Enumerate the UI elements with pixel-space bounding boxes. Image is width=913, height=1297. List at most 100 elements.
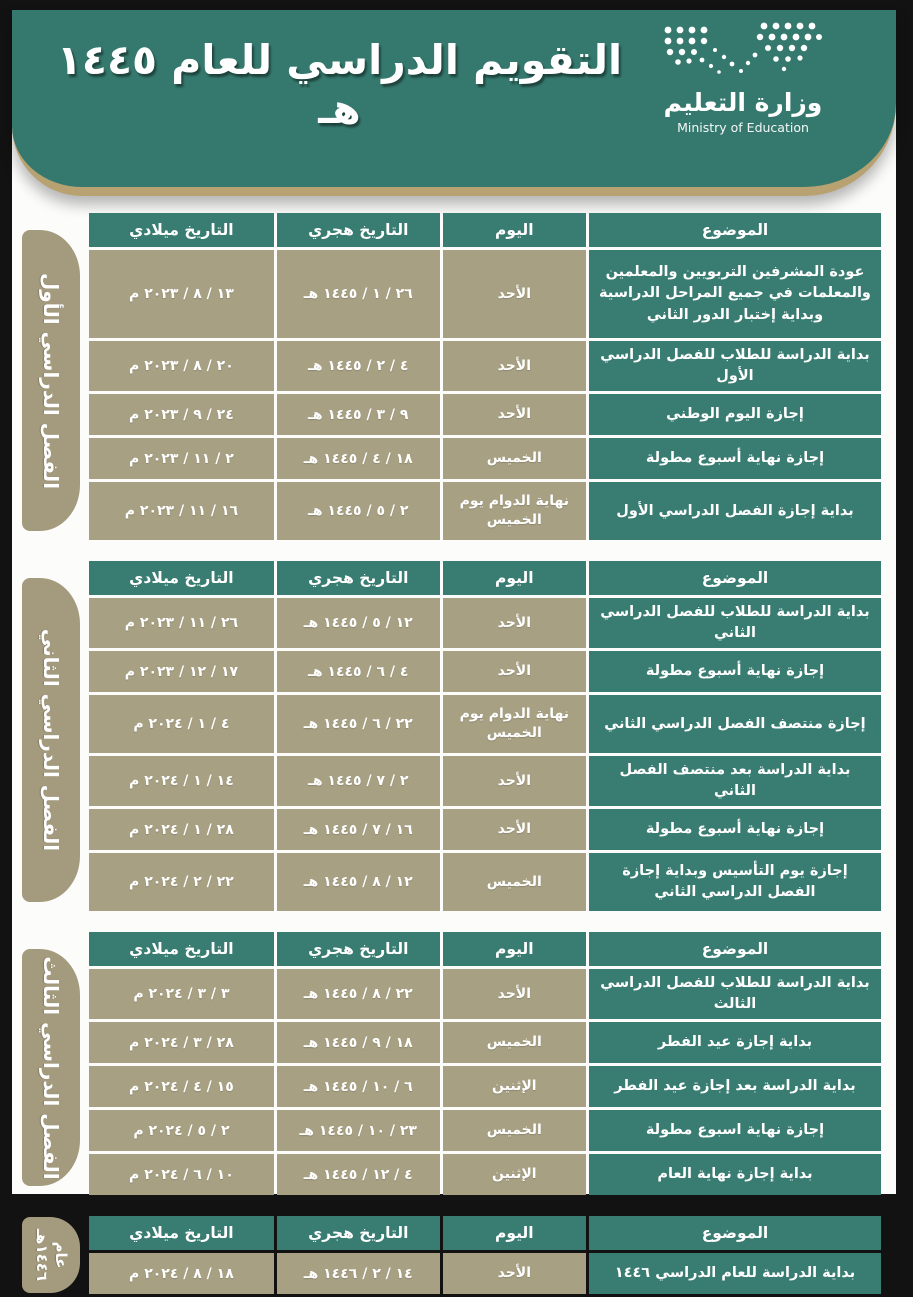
- table-header-row: الموضوع اليوم التاريخ هجري التاريخ ميلاد…: [89, 213, 881, 247]
- col-header-day: اليوم: [443, 561, 586, 595]
- cell-day: الإثنين: [443, 1066, 586, 1107]
- cell-hijri-date: ٢٣ / ١٠ / ١٤٤٥ هـ: [277, 1110, 440, 1151]
- cell-hijri-date: ٢٢ / ٨ / ١٤٤٥ هـ: [277, 969, 440, 1019]
- section-year-1446: عام ١٤٤٦هـ الموضوع اليوم التاريخ هجري ال…: [22, 1213, 884, 1297]
- table-row: إجازة نهاية أسبوع مطولة الأحد ٤ / ٦ / ١٤…: [89, 651, 881, 692]
- cell-day: الخميس: [443, 1110, 586, 1151]
- ministry-logo-dots: [658, 20, 828, 82]
- cell-day: الخميس: [443, 438, 586, 479]
- col-header-gregorian: التاريخ ميلادي: [89, 213, 274, 247]
- cell-day: الخميس: [443, 1022, 586, 1063]
- table-row: إجازة منتصف الفصل الدراسي الثاني نهاية ا…: [89, 695, 881, 753]
- cell-gregorian-date: ٢٤ / ٩ / ٢٠٢٣ م: [89, 394, 274, 435]
- page-title: التقويم الدراسي للعام ١٤٤٥ هـ: [52, 36, 627, 134]
- cell-subject: عودة المشرفين التربويين والمعلمين والمعل…: [589, 250, 881, 338]
- cell-hijri-date: ١٨ / ٩ / ١٤٤٥ هـ: [277, 1022, 440, 1063]
- cell-gregorian-date: ١٤ / ١ / ٢٠٢٤ م: [89, 756, 274, 806]
- table-row: بداية الدراسة للطلاب للفصل الدراسي الثان…: [89, 598, 881, 648]
- cell-subject: بداية إجازة نهاية العام: [589, 1154, 881, 1195]
- cell-subject: بداية الدراسة للطلاب للفصل الدراسي الثال…: [589, 969, 881, 1019]
- col-header-gregorian: التاريخ ميلادي: [89, 1216, 274, 1250]
- cell-hijri-date: ١٤ / ٢ / ١٤٤٦ هـ: [277, 1253, 440, 1294]
- cell-hijri-date: ٢٢ / ٦ / ١٤٤٥ هـ: [277, 695, 440, 753]
- cell-day: الأحد: [443, 809, 586, 850]
- ministry-name-arabic: وزارة التعليم: [618, 88, 868, 117]
- table-row: بداية الدراسة للعام الدراسي ١٤٤٦ الأحد ١…: [89, 1253, 881, 1294]
- cell-subject: إجازة نهاية أسبوع مطولة: [589, 651, 881, 692]
- cell-subject: بداية الدراسة للعام الدراسي ١٤٤٦: [589, 1253, 881, 1294]
- cell-gregorian-date: ٣ / ٣ / ٢٠٢٤ م: [89, 969, 274, 1019]
- semester-3-table: الموضوع اليوم التاريخ هجري التاريخ ميلاد…: [86, 929, 884, 1198]
- col-header-day: اليوم: [443, 1216, 586, 1250]
- cell-subject: بداية الدراسة للطلاب للفصل الدراسي الأول: [589, 341, 881, 391]
- table-row: بداية الدراسة للطلاب للفصل الدراسي الأول…: [89, 341, 881, 391]
- semester-1-table: الموضوع اليوم التاريخ هجري التاريخ ميلاد…: [86, 210, 884, 543]
- cell-hijri-date: ٤ / ٢ / ١٤٤٥ هـ: [277, 341, 440, 391]
- calendar-poster: التقويم الدراسي للعام ١٤٤٥ هـ: [12, 10, 896, 1194]
- col-header-day: اليوم: [443, 213, 586, 247]
- cell-day: الأحد: [443, 651, 586, 692]
- semester-3-label: الفصل الدراسي الثالث: [39, 956, 63, 1179]
- table-row: إجازة نهاية أسبوع مطولة الأحد ١٦ / ٧ / ١…: [89, 809, 881, 850]
- section-semester-2: الفصل الدراسي الثاني الموضوع اليوم التار…: [22, 558, 884, 914]
- cell-gregorian-date: ٢٨ / ٣ / ٢٠٢٤ م: [89, 1022, 274, 1063]
- table-row: بداية الدراسة بعد منتصف الفصل الثاني الأ…: [89, 756, 881, 806]
- semester-2-table: الموضوع اليوم التاريخ هجري التاريخ ميلاد…: [86, 558, 884, 914]
- col-header-subject: الموضوع: [589, 561, 881, 595]
- table-row: عودة المشرفين التربويين والمعلمين والمعل…: [89, 250, 881, 338]
- cell-subject: إجازة اليوم الوطني: [589, 394, 881, 435]
- cell-subject: إجازة نهاية اسبوع مطولة: [589, 1110, 881, 1151]
- cell-subject: إجازة منتصف الفصل الدراسي الثاني: [589, 695, 881, 753]
- table-row: إجازة يوم التأسيس وبداية إجازة الفصل الد…: [89, 853, 881, 911]
- cell-gregorian-date: ٤ / ١ / ٢٠٢٤ م: [89, 695, 274, 753]
- year-1446-label: عام ١٤٤٦هـ: [32, 1229, 70, 1281]
- cell-hijri-date: ٤ / ٦ / ١٤٤٥ هـ: [277, 651, 440, 692]
- cell-subject: بداية الدراسة بعد منتصف الفصل الثاني: [589, 756, 881, 806]
- col-header-hijri: التاريخ هجري: [277, 213, 440, 247]
- table-row: بداية الدراسة للطلاب للفصل الدراسي الثال…: [89, 969, 881, 1019]
- cell-gregorian-date: ١٧ / ١٢ / ٢٠٢٣ م: [89, 651, 274, 692]
- col-header-subject: الموضوع: [589, 213, 881, 247]
- cell-subject: بداية إجازة الفصل الدراسي الأول: [589, 482, 881, 540]
- year-1446-side-tab: عام ١٤٤٦هـ: [22, 1217, 80, 1293]
- cell-subject: إجازة نهاية أسبوع مطولة: [589, 438, 881, 479]
- semester-3-side-tab: الفصل الدراسي الثالث: [22, 949, 80, 1186]
- col-header-gregorian: التاريخ ميلادي: [89, 932, 274, 966]
- cell-gregorian-date: ١٥ / ٤ / ٢٠٢٤ م: [89, 1066, 274, 1107]
- cell-day: الخميس: [443, 853, 586, 911]
- header-banner: التقويم الدراسي للعام ١٤٤٥ هـ: [12, 10, 896, 196]
- semester-1-label: الفصل الدراسي الأول: [39, 272, 63, 488]
- cell-gregorian-date: ٢٢ / ٢ / ٢٠٢٤ م: [89, 853, 274, 911]
- col-header-subject: الموضوع: [589, 1216, 881, 1250]
- cell-hijri-date: ٢٦ / ١ / ١٤٤٥ هـ: [277, 250, 440, 338]
- cell-hijri-date: ٩ / ٣ / ١٤٤٥ هـ: [277, 394, 440, 435]
- table-row: إجازة اليوم الوطني الأحد ٩ / ٣ / ١٤٤٥ هـ…: [89, 394, 881, 435]
- cell-gregorian-date: ٢٨ / ١ / ٢٠٢٤ م: [89, 809, 274, 850]
- cell-day: الأحد: [443, 1253, 586, 1294]
- year-1446-table: الموضوع اليوم التاريخ هجري التاريخ ميلاد…: [86, 1213, 884, 1297]
- cell-day: الإثنين: [443, 1154, 586, 1195]
- cell-day: الأحد: [443, 598, 586, 648]
- cell-hijri-date: ٦ / ١٠ / ١٤٤٥ هـ: [277, 1066, 440, 1107]
- col-header-gregorian: التاريخ ميلادي: [89, 561, 274, 595]
- section-semester-1: الفصل الدراسي الأول الموضوع اليوم التاري…: [22, 210, 884, 543]
- col-header-hijri: التاريخ هجري: [277, 932, 440, 966]
- cell-day: نهاية الدوام يوم الخميس: [443, 695, 586, 753]
- table-row: إجازة نهاية أسبوع مطولة الخميس ١٨ / ٤ / …: [89, 438, 881, 479]
- cell-subject: إجازة يوم التأسيس وبداية إجازة الفصل الد…: [589, 853, 881, 911]
- semester-2-label: الفصل الدراسي الثاني: [39, 629, 63, 851]
- table-row: إجازة نهاية اسبوع مطولة الخميس ٢٣ / ١٠ /…: [89, 1110, 881, 1151]
- cell-hijri-date: ٤ / ١٢ / ١٤٤٥ هـ: [277, 1154, 440, 1195]
- table-header-row: الموضوع اليوم التاريخ هجري التاريخ ميلاد…: [89, 1216, 881, 1250]
- cell-day: الأحد: [443, 341, 586, 391]
- cell-gregorian-date: ٢ / ١١ / ٢٠٢٣ م: [89, 438, 274, 479]
- cell-hijri-date: ٢ / ٧ / ١٤٤٥ هـ: [277, 756, 440, 806]
- cell-hijri-date: ٢ / ٥ / ١٤٤٥ هـ: [277, 482, 440, 540]
- cell-subject: بداية إجازة عيد الفطر: [589, 1022, 881, 1063]
- cell-day: الأحد: [443, 969, 586, 1019]
- cell-gregorian-date: ٢٠ / ٨ / ٢٠٢٣ م: [89, 341, 274, 391]
- cell-hijri-date: ١٢ / ٨ / ١٤٤٥ هـ: [277, 853, 440, 911]
- cell-gregorian-date: ١٨ / ٨ / ٢٠٢٤ م: [89, 1253, 274, 1294]
- table-row: بداية الدراسة بعد إجازة عيد الفطر الإثني…: [89, 1066, 881, 1107]
- ministry-name-english: Ministry of Education: [618, 120, 868, 135]
